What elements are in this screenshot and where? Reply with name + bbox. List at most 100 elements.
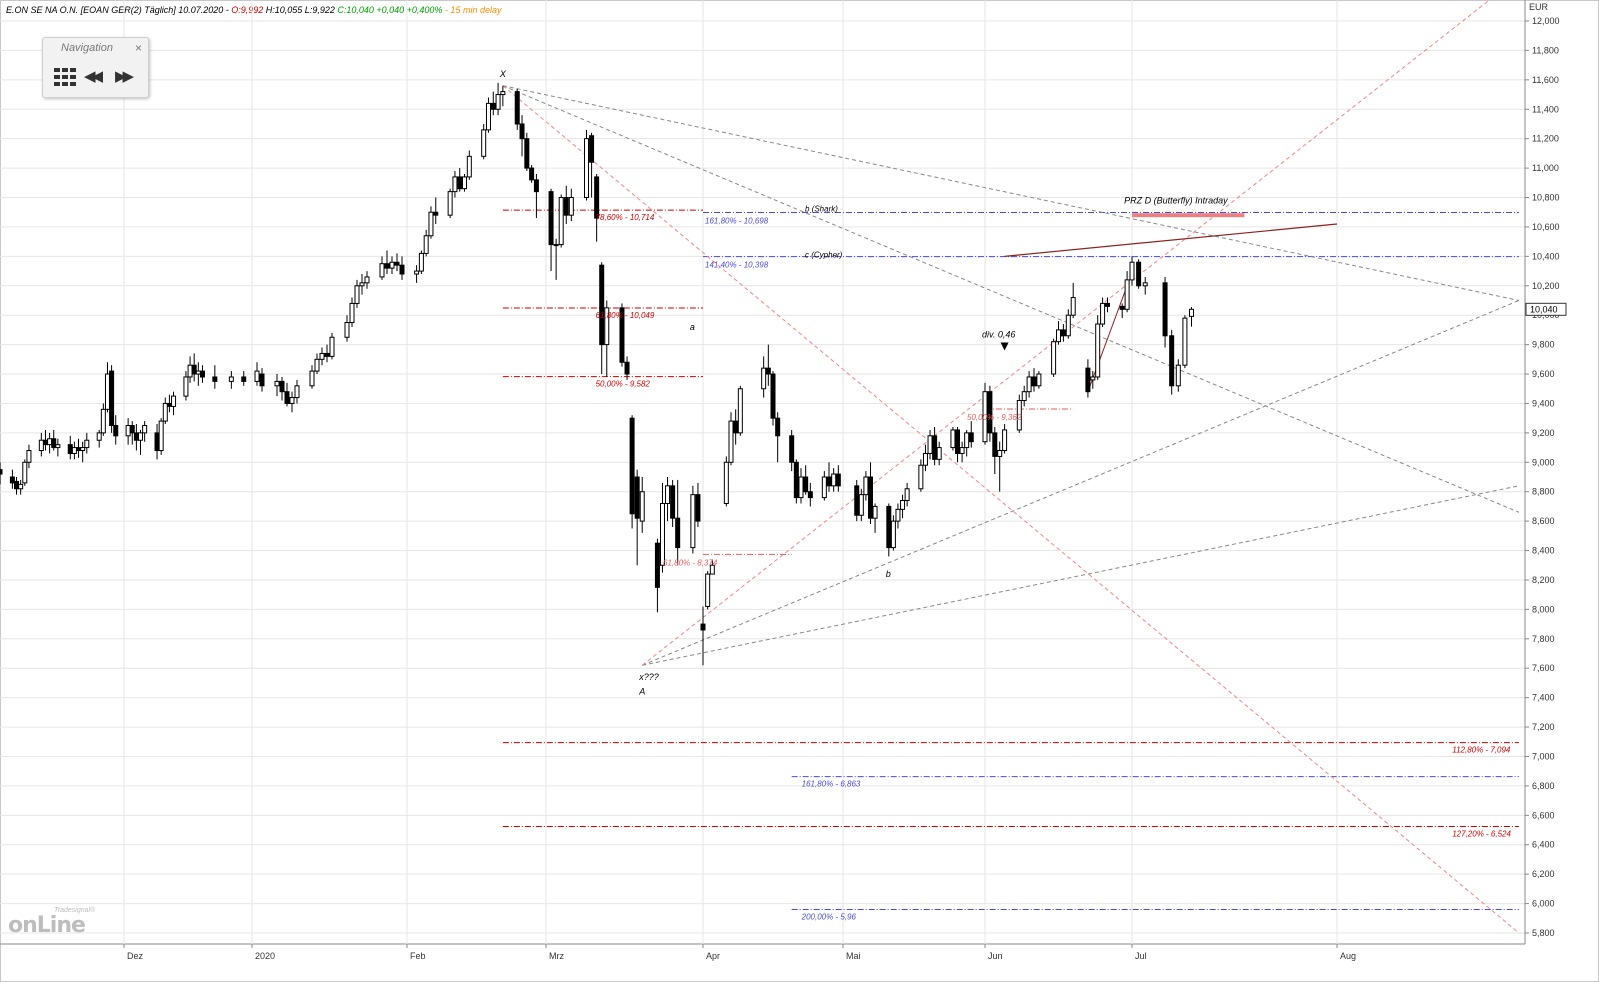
level-label: b (Shark)	[805, 205, 838, 214]
candle-body	[158, 420, 164, 452]
x-tick-label: Apr	[706, 951, 720, 961]
candle-body	[639, 491, 645, 522]
pattern-line	[1087, 285, 1128, 392]
candle-body	[863, 476, 869, 496]
candle-body	[793, 461, 799, 499]
candle-body	[191, 364, 197, 375]
y-tick-label: 10,200	[1532, 281, 1560, 291]
fast-forward-icon[interactable]: ▶▶	[115, 68, 134, 85]
candle-body	[241, 376, 247, 382]
candle-body	[798, 476, 804, 499]
y-tick-label: 6,000	[1532, 899, 1555, 909]
candle-body	[524, 138, 530, 169]
candle-body	[71, 447, 77, 454]
candle-body	[389, 261, 395, 269]
chart-header: E.ON SE NA O.N. [EOAN GER(2) Täglich] 10…	[6, 5, 501, 15]
candle-body	[599, 264, 605, 346]
x-tick-label: Feb	[410, 951, 426, 961]
candle-body	[80, 447, 86, 452]
candle-body	[533, 179, 539, 193]
candle-body	[936, 447, 942, 460]
candle-body	[423, 235, 429, 254]
candle-body	[803, 476, 809, 493]
y-tick-label: 9,400	[1532, 398, 1555, 408]
y-tick-label: 6,800	[1532, 781, 1555, 791]
candle-body	[418, 252, 424, 272]
candle-body	[481, 129, 487, 157]
x-tick-label: Dez	[127, 951, 144, 961]
candle-body	[379, 263, 385, 278]
candle-body	[462, 176, 468, 190]
rewind-icon[interactable]: ◀◀	[84, 68, 103, 85]
candle-body	[42, 439, 48, 446]
candle-body	[1119, 305, 1125, 310]
candle-body	[700, 623, 706, 631]
candle-body	[670, 485, 676, 519]
candle-body	[1105, 302, 1110, 307]
pattern-point-label: x???	[638, 672, 659, 682]
level-label: 127,20% - 6,524	[1452, 830, 1511, 839]
candle-body	[9, 476, 15, 484]
logo-subtitle: Tradesignal®	[54, 907, 96, 914]
candle-body	[344, 322, 350, 338]
pattern-point-label: div. 0,46	[982, 329, 1015, 339]
instrument-title: E.ON SE NA O.N. [EOAN GER(2) Täglich] 10…	[6, 5, 232, 15]
delay-notice: - 15 min delay	[442, 5, 502, 15]
candle-body	[584, 138, 590, 199]
y-tick-label: 10,600	[1532, 222, 1560, 232]
candle-body	[47, 438, 53, 446]
candle-body	[563, 197, 569, 216]
candle-body	[992, 432, 998, 457]
y-tick-label: 9,200	[1532, 428, 1555, 438]
candle-body	[1021, 391, 1027, 402]
y-tick-label: 9,600	[1532, 369, 1555, 379]
x-tick-label: Mai	[846, 951, 861, 961]
candle-body	[604, 307, 610, 346]
candle-body	[228, 376, 234, 382]
trend-line	[502, 85, 1520, 301]
grid-icon[interactable]	[54, 68, 76, 86]
candle-body	[324, 352, 330, 357]
candle-body	[113, 425, 119, 437]
candle-body	[125, 425, 131, 437]
candle-body	[886, 505, 892, 549]
candle-body	[775, 417, 781, 437]
candle-body	[384, 263, 390, 269]
level-label: 200,00% - 5,96	[801, 912, 857, 921]
close-icon[interactable]: ×	[134, 41, 142, 55]
level-label: 141,40% - 10,398	[705, 261, 769, 270]
candle-body	[1095, 323, 1101, 378]
candle-body	[309, 370, 315, 387]
candle-body	[51, 438, 57, 449]
y-tick-label: 10,400	[1532, 251, 1560, 261]
candle-body	[22, 461, 28, 484]
y-tick-label: 11,200	[1532, 134, 1559, 144]
candle-body	[414, 270, 420, 275]
candle-body	[1085, 367, 1091, 393]
candle-body	[100, 408, 106, 434]
x-tick-label: Jun	[988, 951, 1003, 961]
x-tick-label: Jul	[1135, 951, 1147, 961]
candle-body	[675, 517, 681, 549]
y-tick-label: 10,800	[1532, 193, 1560, 203]
candle-body	[654, 542, 660, 588]
candle-body	[634, 476, 640, 519]
candle-body	[932, 435, 938, 460]
pattern-point-label: b	[886, 569, 891, 579]
level-label: 78,60% - 10,714	[596, 213, 655, 222]
y-tick-label: 11,600	[1532, 75, 1559, 85]
candle-body	[997, 450, 1003, 457]
y-tick-label: 6,400	[1532, 840, 1555, 850]
candle-body	[1090, 376, 1096, 381]
y-tick-label: 12,000	[1532, 16, 1560, 26]
pattern-point-label: A	[638, 687, 645, 697]
y-tick-label: 7,600	[1532, 663, 1555, 673]
candle-body	[96, 432, 102, 441]
candle-body	[1142, 282, 1148, 287]
candle-body	[314, 358, 320, 372]
navigation-panel[interactable]: Navigation × ◀◀ ▶▶	[42, 37, 149, 98]
candle-body	[254, 370, 260, 382]
candle-body	[624, 361, 630, 375]
candle-body	[1051, 341, 1057, 375]
